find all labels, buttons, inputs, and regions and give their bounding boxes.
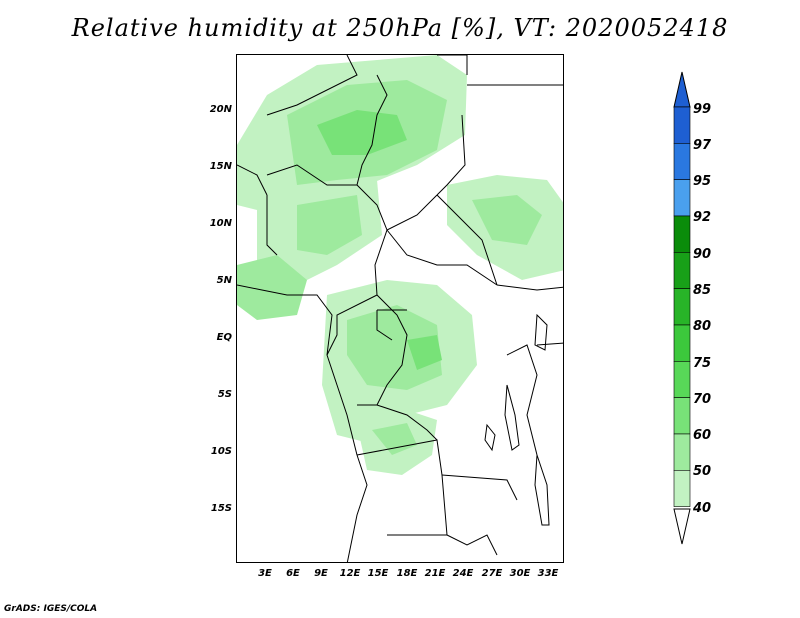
colorbar-label-80: 80	[693, 319, 712, 334]
lon-label-24e: 24E	[452, 568, 474, 579]
colorbar-label-97: 97	[693, 138, 712, 153]
colorbar-label-99: 99	[693, 102, 712, 117]
colorbar-label-50: 50	[693, 464, 712, 479]
colorbar-label-92: 92	[693, 210, 712, 225]
humidity-shading	[237, 55, 563, 475]
humidity-area-sahel-patches	[317, 110, 407, 155]
lat-label-5s: 5S	[217, 389, 232, 400]
colorbar-label-60: 60	[693, 428, 712, 443]
humidity-area-west-core	[297, 195, 362, 255]
colorbar-segments	[673, 106, 691, 507]
lon-label-33e: 33E	[537, 568, 559, 579]
humidity-map	[237, 55, 563, 562]
lon-label-12e: 12E	[339, 568, 361, 579]
lat-label-5n: 5N	[216, 275, 232, 286]
colorbar-segment-75-70	[673, 361, 691, 398]
lakes	[484, 313, 550, 526]
colorbar-segment-99-97	[673, 106, 691, 144]
lat-label-15n: 15N	[209, 161, 232, 172]
colorbar-label-40: 40	[693, 501, 712, 516]
lon-label-6e: 6E	[286, 568, 300, 579]
lon-label-15e: 15E	[367, 568, 389, 579]
colorbar-segment-92-90	[673, 215, 691, 253]
lon-label-18e: 18E	[396, 568, 418, 579]
map-panel	[236, 54, 564, 563]
colorbar	[673, 71, 691, 545]
credit-text: GrADS: IGES/COLA	[4, 604, 98, 614]
lon-label-3e: 3E	[258, 568, 272, 579]
lat-label-10n: 10N	[209, 218, 232, 229]
colorbar-segment-90-85	[673, 252, 691, 289]
country-borders	[237, 55, 563, 562]
colorbar-label-70: 70	[693, 392, 712, 407]
colorbar-segment-70-60	[673, 397, 691, 435]
lon-label-27e: 27E	[481, 568, 503, 579]
colorbar-bottom-arrow	[673, 508, 691, 545]
colorbar-segment-50-40	[673, 469, 691, 507]
colorbar-segment-95-92	[673, 179, 691, 217]
colorbar-segment-85-80	[673, 288, 691, 326]
colorbar-label-85: 85	[693, 283, 712, 298]
humidity-area-gulf-guinea	[237, 255, 307, 320]
lat-label-10s: 10S	[210, 446, 232, 457]
colorbar-label-75: 75	[693, 356, 712, 371]
humidity-area-angola-core	[372, 423, 417, 455]
humidity-area-congo-patches	[407, 335, 442, 370]
lon-label-21e: 21E	[424, 568, 446, 579]
lon-label-30e: 30E	[509, 568, 531, 579]
colorbar-label-90: 90	[693, 247, 712, 262]
colorbar-top-arrow	[673, 71, 691, 108]
colorbar-segment-80-75	[673, 324, 691, 362]
lat-label-20n: 20N	[209, 104, 232, 115]
colorbar-segment-97-95	[673, 143, 691, 180]
lat-label-eq: EQ	[216, 332, 232, 343]
humidity-area-east-core	[472, 195, 542, 245]
colorbar-label-95: 95	[693, 174, 712, 189]
colorbar-segment-60-50	[673, 433, 691, 471]
lon-label-9e: 9E	[314, 568, 328, 579]
lat-label-15s: 15S	[210, 503, 232, 514]
map-title: Relative humidity at 250hPa [%], VT: 202…	[71, 14, 729, 42]
